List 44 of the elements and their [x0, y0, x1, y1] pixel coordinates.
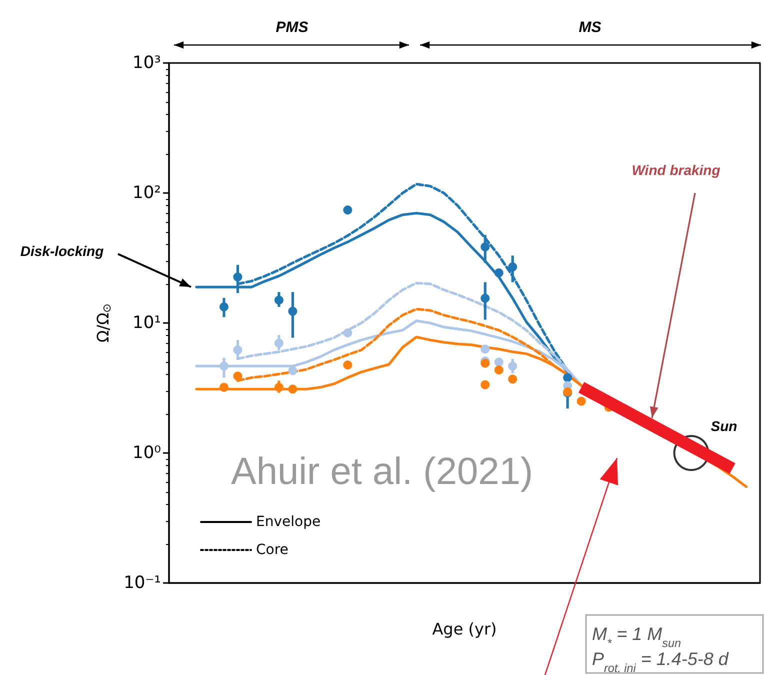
- point: [274, 382, 284, 392]
- point: [480, 380, 490, 390]
- text: PMS: [276, 19, 308, 36]
- point: [219, 302, 228, 312]
- x-axis-title: Age (yr): [432, 620, 497, 638]
- annotation: Ahuir et al. (2021): [230, 451, 534, 493]
- point: [480, 344, 490, 354]
- text: P$_{rot, ini}$ = 1.4-5-8 d: [592, 649, 730, 674]
- point: [288, 306, 298, 316]
- text: MS: [578, 19, 602, 36]
- point: [288, 384, 298, 394]
- point: [343, 328, 352, 338]
- legend-label: Core: [256, 542, 288, 558]
- point: [274, 296, 284, 305]
- point: [508, 362, 518, 371]
- annotation: Sun: [710, 418, 738, 434]
- point: [233, 372, 242, 381]
- point: [508, 374, 518, 384]
- point: [480, 294, 490, 303]
- text: Disk-locking: [20, 243, 104, 259]
- point: [480, 242, 490, 252]
- y-axis-title: Ω/Ω⊙: [94, 303, 114, 343]
- point: [288, 366, 298, 376]
- point: [494, 268, 504, 278]
- point: [494, 366, 504, 374]
- point: [563, 373, 572, 382]
- y-tick-label: 10⁻¹: [124, 573, 161, 593]
- point: [233, 345, 242, 354]
- point: [343, 360, 352, 370]
- point: [576, 396, 586, 406]
- point: [274, 338, 284, 348]
- legend-label: Envelope: [256, 514, 321, 530]
- text: M$_{*}$ = 1 M$_{sun}$: [592, 624, 681, 650]
- point: [508, 262, 518, 272]
- annotation: Wind braking: [632, 162, 721, 178]
- point: [219, 362, 228, 371]
- y-tick-label: 10³: [132, 53, 161, 73]
- y-tick-label: 10¹: [132, 313, 161, 333]
- point: [494, 358, 504, 367]
- y-tick-label: 10⁰: [132, 443, 162, 463]
- point: [219, 382, 228, 392]
- point: [233, 272, 242, 282]
- point: [343, 206, 352, 214]
- y-tick-label: 10²: [132, 183, 161, 203]
